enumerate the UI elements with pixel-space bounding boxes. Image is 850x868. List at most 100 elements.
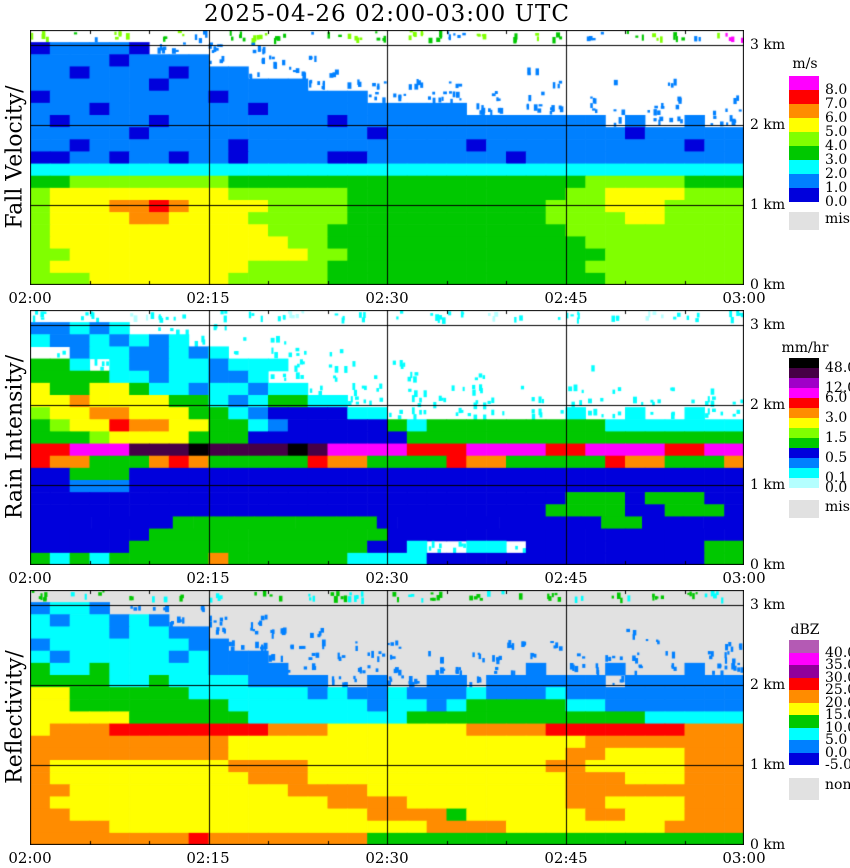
legend-value-label: 15.0 [825, 707, 850, 723]
ytick-1km: 1 km [750, 197, 786, 213]
legend-swatch [789, 677, 819, 690]
xtick-0200: 02:00 [8, 289, 52, 307]
legend-cell: 0.0 [789, 740, 850, 760]
legend-value-label: 20.0 [825, 694, 850, 711]
legend-swatch [789, 752, 819, 765]
ytick-2km: 2 km [750, 397, 786, 413]
legend-cell: 48.0 [789, 358, 850, 375]
legend-cell: 6.0 [789, 388, 850, 405]
reflectivity-heatmap [30, 590, 744, 845]
legend-cell: 40.0 [789, 640, 850, 660]
legend-cell: 4.0 [789, 132, 850, 153]
ylabel-fall-velocity: Fall Velocity/ [2, 85, 28, 229]
legend-cell: 1.0 [789, 174, 850, 195]
legend-cell: -5.0 [789, 752, 850, 772]
legend-cell: 1.5 [789, 428, 850, 445]
ylabel-rain-intensity: Rain Intensity/ [2, 354, 28, 520]
legend-miss-cell: miss [789, 500, 850, 518]
legend-value-label: 6.0 [825, 390, 848, 406]
legend-miss-swatch [789, 212, 819, 230]
legend-value-label: 1.5 [825, 430, 848, 446]
legend-cell: 2.0 [789, 160, 850, 181]
legend-swatch [789, 448, 819, 458]
xtick-0230: 02:30 [365, 849, 409, 867]
xtick-0230: 02:30 [365, 569, 409, 587]
legend-unit-dbz: dBZ [790, 622, 820, 638]
legend-miss-label: miss [825, 499, 850, 515]
legend-miss-label: none [825, 777, 850, 793]
xtick-0200: 02:00 [8, 569, 52, 587]
legend-cell [789, 398, 850, 408]
legend-value-label: 40.0 [825, 644, 850, 661]
ytick-3km: 3 km [750, 317, 786, 333]
ytick-2km: 2 km [750, 677, 786, 693]
xtick-0245: 02:45 [544, 849, 588, 867]
legend-value-label: 35.0 [825, 657, 850, 673]
legend-swatch [789, 132, 819, 146]
legend-cell: 8.0 [789, 76, 850, 97]
legend-swatch [789, 438, 819, 448]
legend-swatch [789, 188, 819, 202]
legend-swatch [789, 468, 819, 478]
legend-value-label: -5.0 [825, 757, 850, 773]
legend-swatch [789, 715, 819, 728]
ytick-2km: 2 km [750, 117, 786, 133]
legend-swatch [789, 76, 819, 90]
legend-swatch [789, 118, 819, 132]
legend-swatch [789, 388, 819, 398]
legend-miss-swatch [789, 500, 819, 518]
legend-swatch [789, 378, 819, 388]
legend-cell: 20.0 [789, 690, 850, 710]
xtick-0300: 03:00 [722, 849, 766, 867]
legend-swatch [789, 368, 819, 378]
legend-swatch [789, 358, 819, 368]
legend-value-label: 10.0 [825, 719, 850, 736]
legend-cell [789, 438, 850, 448]
legend-swatch [789, 458, 819, 468]
legend-swatch [789, 418, 819, 428]
xtick-0215: 02:15 [186, 289, 230, 307]
legend-miss-cell: miss [789, 212, 850, 230]
legend-swatch [789, 665, 819, 678]
legend-swatch [789, 398, 819, 408]
legend-value-label: 3.0 [825, 152, 848, 168]
legend-cell: 10.0 [789, 715, 850, 735]
legend-value-label: 8.0 [825, 82, 848, 98]
legend-cell: 35.0 [789, 652, 850, 672]
rain-intensity-heatmap [30, 310, 744, 565]
legend-reflectivity: 40.035.030.025.020.015.010.05.00.0-5.0 no… [789, 640, 850, 800]
legend-miss-label: miss [825, 211, 850, 227]
legend-unit-ms: m/s [792, 56, 818, 72]
legend-cell [789, 418, 850, 428]
legend-cell: 30.0 [789, 665, 850, 685]
legend-miss-cell: none [789, 778, 850, 800]
legend-cell: 0.1 [789, 468, 850, 485]
legend-value-label: 0.0 [825, 744, 848, 761]
legend-value-label: 2.0 [825, 166, 848, 182]
xtick-0230: 02:30 [365, 289, 409, 307]
legend-value-label: 3.0 [825, 410, 848, 426]
legend-swatch [789, 690, 819, 703]
legend-cell: 0.0 [789, 188, 850, 209]
ytick-0km: 0 km [750, 277, 786, 293]
xtick-0215: 02:15 [186, 849, 230, 867]
legend-swatch [789, 740, 819, 753]
ytick-0km: 0 km [750, 837, 786, 853]
legend-value-label: 4.0 [825, 138, 848, 154]
legend-swatch [789, 174, 819, 188]
legend-value-label: 0.1 [825, 470, 848, 486]
ylabel-reflectivity: Reflectivity/ [2, 650, 28, 784]
legend-fall-velocity: 8.07.06.05.04.03.02.01.00.0miss [789, 76, 850, 230]
legend-value-label: 0.5 [825, 450, 848, 466]
ytick-1km: 1 km [750, 477, 786, 493]
legend-swatch [789, 160, 819, 174]
legend-value-label: 12.0 [825, 380, 850, 396]
legend-value-label: 7.0 [825, 96, 848, 112]
legend-unit-mmhr: mm/hr [781, 340, 829, 356]
xtick-0215: 02:15 [186, 569, 230, 587]
legend-swatch [789, 640, 819, 653]
legend-cell: 0.5 [789, 448, 850, 465]
legend-cell [789, 368, 850, 378]
chart-title: 2025-04-26 02:00-03:00 UTC [204, 1, 570, 27]
